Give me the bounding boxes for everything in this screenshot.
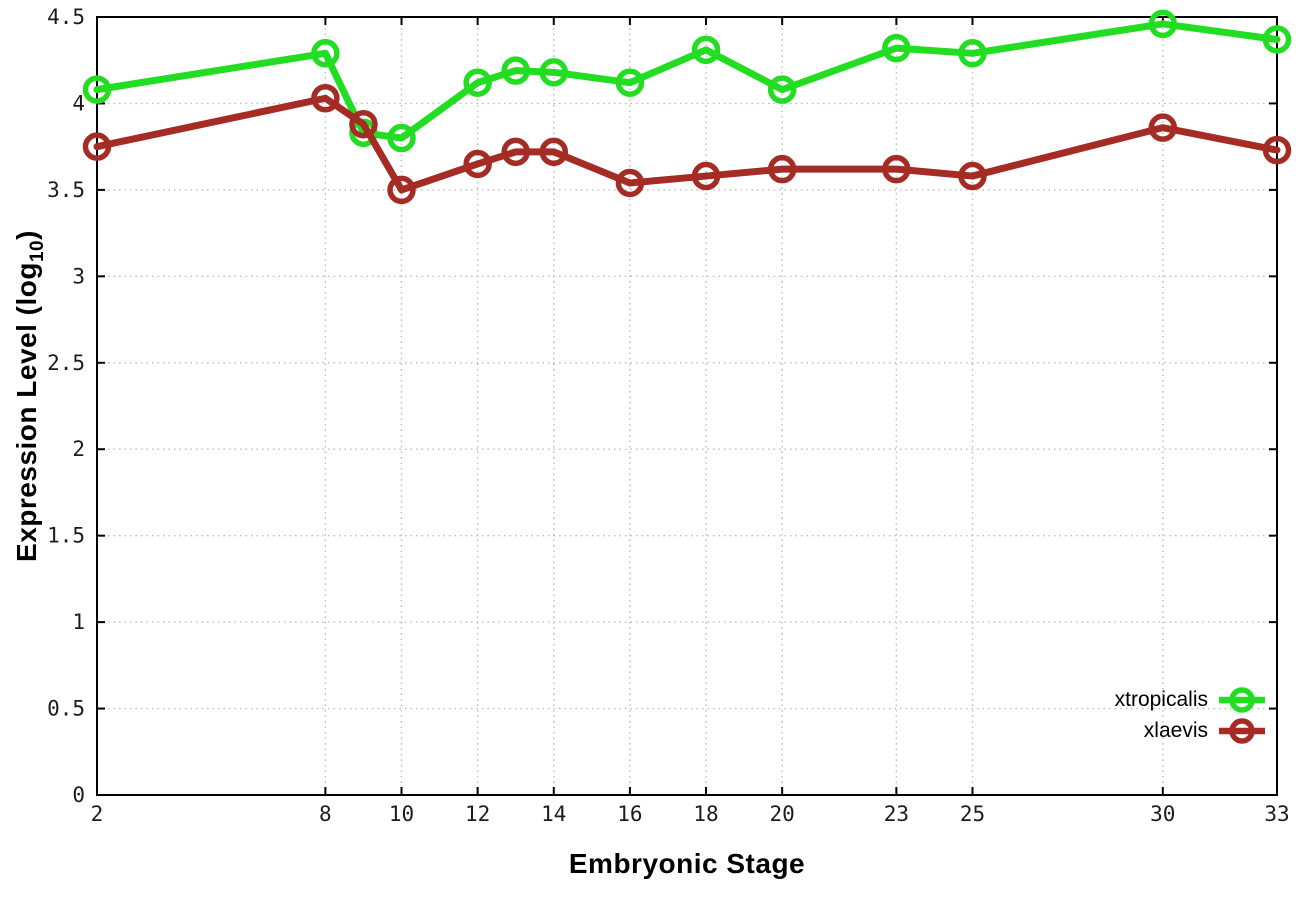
y-axis-title: Expression Level (log10): [11, 230, 49, 562]
data-point-xlaevis-23: [882, 154, 911, 184]
y-tick-label-1.5: 1.5: [47, 524, 85, 548]
legend-item-xlaevis: xlaevis: [1144, 717, 1266, 745]
y-tick-label-3.5: 3.5: [47, 178, 85, 202]
data-point-xtropicalis-20: [767, 75, 797, 104]
series-xtropicalis-line: [93, 20, 1281, 142]
plot-border: [96, 16, 1278, 796]
x-axis-title: Embryonic Stage: [568, 848, 806, 879]
data-point-xtropicalis-12: [463, 68, 492, 97]
x-tick-label-25: 25: [960, 802, 985, 826]
y-tick-label-1: 1: [72, 610, 85, 634]
x-tick-label-33: 33: [1264, 802, 1289, 826]
data-point-xlaevis-20: [767, 154, 797, 184]
data-point-xlaevis-2: [82, 132, 112, 161]
data-point-xlaevis-10: [387, 175, 416, 205]
x-tick-label-16: 16: [617, 802, 642, 826]
data-point-xlaevis-12: [463, 149, 492, 179]
legend-label-xtropicalis: xtropicalis: [1114, 688, 1208, 711]
data-point-xlaevis-25: [958, 161, 987, 191]
y-axis-title-text: Expression Level (log: [11, 262, 43, 562]
data-point-xtropicalis-23: [882, 33, 911, 63]
x-tick-label-20: 20: [770, 802, 795, 826]
data-point-xtropicalis-30: [1148, 9, 1178, 39]
y-tick-label-4.5: 4.5: [47, 5, 85, 29]
y-tick-label-4: 4: [72, 91, 85, 115]
y-tick-label-3: 3: [72, 264, 85, 288]
series-xlaevis-line: [93, 94, 1281, 194]
data-point-xtropicalis-8: [311, 39, 340, 68]
data-point-xlaevis-16: [615, 168, 645, 198]
y-tick-label-2: 2: [72, 437, 85, 461]
data-point-xtropicalis-25: [958, 39, 987, 68]
data-point-xlaevis-14: [539, 137, 569, 167]
data-point-xtropicalis-16: [615, 68, 645, 97]
x-tick-label-23: 23: [884, 802, 909, 826]
legend: xtropicalis xlaevis: [1115, 686, 1266, 745]
legend-item-xtropicalis: xtropicalis: [1115, 686, 1266, 714]
legend-marker-xlaevis: [1219, 718, 1265, 744]
data-point-xlaevis-33: [1262, 135, 1292, 165]
data-point-xlaevis-9: [349, 109, 378, 139]
x-tick-label-10: 10: [389, 802, 414, 826]
data-point-xtropicalis-10: [387, 123, 416, 153]
y-tick-label-0: 0: [72, 783, 85, 807]
data-point-xlaevis-18: [691, 161, 721, 191]
legend-label-xlaevis: xlaevis: [1143, 719, 1208, 742]
legend-sample-marker-xlaevis: [1229, 718, 1255, 744]
y-axis-title-suffix: ): [11, 230, 43, 240]
x-tick-label-30: 30: [1150, 802, 1175, 826]
y-tick-label-0.5: 0.5: [47, 697, 85, 721]
y-tick-label-2.5: 2.5: [47, 351, 85, 375]
x-tick-label-12: 12: [465, 802, 490, 826]
data-point-xtropicalis-2: [82, 75, 112, 104]
data-point-xlaevis-8: [311, 84, 340, 113]
x-tick-label-14: 14: [541, 802, 566, 826]
data-point-xlaevis-30: [1148, 113, 1178, 142]
y-axis-title-subscript: 10: [26, 239, 48, 263]
legend-marker-xtropicalis: [1219, 687, 1265, 713]
data-point-xtropicalis-13: [501, 56, 530, 85]
data-point-xtropicalis-33: [1262, 25, 1292, 54]
x-tick-label-18: 18: [693, 802, 718, 826]
x-tick-label-8: 8: [319, 802, 332, 826]
legend-sample-marker-xtropicalis: [1229, 687, 1255, 713]
x-tick-label-2: 2: [91, 802, 104, 826]
data-point-xtropicalis-14: [539, 58, 569, 87]
data-point-xlaevis-13: [501, 137, 530, 167]
data-point-xtropicalis-18: [691, 35, 721, 65]
